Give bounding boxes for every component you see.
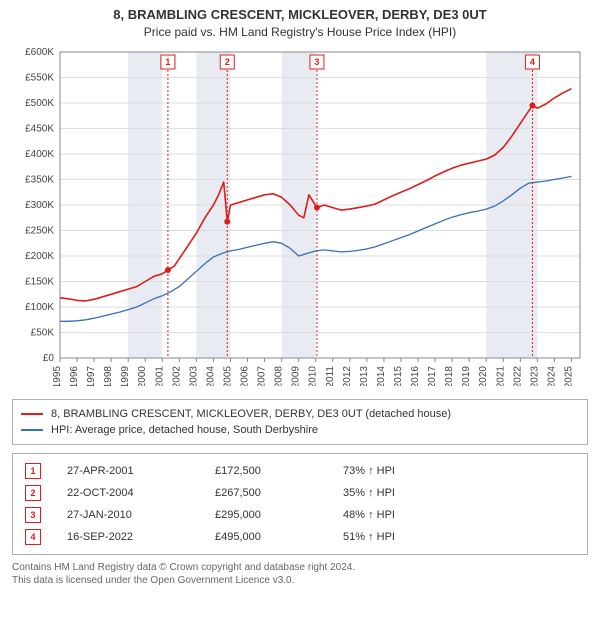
event-price: £172,500 <box>211 460 339 482</box>
svg-text:2012: 2012 <box>342 365 353 385</box>
event-price: £295,000 <box>211 504 339 526</box>
svg-text:2006: 2006 <box>240 365 251 385</box>
svg-text:£500K: £500K <box>25 98 54 109</box>
chart-title-block: 8, BRAMBLING CRESCENT, MICKLEOVER, DERBY… <box>0 0 600 40</box>
events-table: 1 27-APR-2001£172,50073% ↑ HPI 2 22-OCT-200… <box>12 453 588 555</box>
legend: 8, BRAMBLING CRESCENT, MICKLEOVER, DERBY… <box>12 399 588 445</box>
svg-text:£400K: £400K <box>25 149 54 160</box>
chart-svg: £0 £50K £100K £150K £200K £250K £300K £350K £400… <box>12 46 588 386</box>
svg-text:£200K: £200K <box>25 251 54 262</box>
svg-text:£300K: £300K <box>25 200 54 211</box>
svg-text:£600K: £600K <box>25 47 54 58</box>
svg-text:2016: 2016 <box>410 365 421 385</box>
svg-text:£550K: £550K <box>25 72 54 83</box>
svg-text:2015: 2015 <box>393 365 404 385</box>
svg-text:£0: £0 <box>43 353 55 364</box>
event-price: £495,000 <box>211 526 339 548</box>
svg-text:2021: 2021 <box>495 365 506 385</box>
svg-text:2014: 2014 <box>376 365 387 385</box>
legend-item: HPI: Average price, detached house, Sout… <box>21 422 579 438</box>
event-delta: 48% ↑ HPI <box>339 504 579 526</box>
event-marker-icon: 1 <box>25 463 41 479</box>
event-row: 2 22-OCT-2004£267,50035% ↑ HPI <box>21 482 579 504</box>
svg-text:1: 1 <box>165 57 170 67</box>
event-row: 1 27-APR-2001£172,50073% ↑ HPI <box>21 460 579 482</box>
event-date: 27-APR-2001 <box>63 460 211 482</box>
legend-label: 8, BRAMBLING CRESCENT, MICKLEOVER, DERBY… <box>51 408 451 420</box>
legend-label: HPI: Average price, detached house, Sout… <box>51 424 318 436</box>
svg-text:2024: 2024 <box>546 365 557 385</box>
svg-text:2009: 2009 <box>291 365 302 385</box>
event-price: £267,500 <box>211 482 339 504</box>
event-date: 27-JAN-2010 <box>63 504 211 526</box>
svg-text:2000: 2000 <box>137 365 148 385</box>
svg-text:1999: 1999 <box>120 365 131 385</box>
svg-text:1998: 1998 <box>103 365 114 385</box>
svg-text:2: 2 <box>225 57 230 67</box>
svg-text:1995: 1995 <box>52 365 63 385</box>
event-marker-icon: 3 <box>25 507 41 523</box>
svg-text:4: 4 <box>530 57 535 67</box>
svg-text:2023: 2023 <box>529 365 540 385</box>
svg-text:2010: 2010 <box>308 365 319 385</box>
legend-swatch <box>21 413 43 415</box>
svg-text:2020: 2020 <box>478 365 489 385</box>
svg-text:2007: 2007 <box>257 365 268 385</box>
svg-text:1997: 1997 <box>86 365 97 385</box>
svg-text:3: 3 <box>314 57 319 67</box>
event-row: 4 16-SEP-2022£495,00051% ↑ HPI <box>21 526 579 548</box>
svg-text:2019: 2019 <box>461 365 472 385</box>
event-marker-icon: 4 <box>25 529 41 545</box>
svg-text:2018: 2018 <box>444 365 455 385</box>
title-line-2: Price paid vs. HM Land Registry's House … <box>0 24 600 40</box>
svg-text:2005: 2005 <box>222 365 233 385</box>
svg-text:2003: 2003 <box>188 365 199 385</box>
license-line-2: This data is licensed under the Open Gov… <box>12 574 588 588</box>
event-delta: 73% ↑ HPI <box>339 460 579 482</box>
event-delta: 35% ↑ HPI <box>339 482 579 504</box>
legend-swatch <box>21 429 43 431</box>
svg-text:£50K: £50K <box>31 327 55 338</box>
chart-area: £0 £50K £100K £150K £200K £250K £300K £350K £400… <box>12 46 588 391</box>
license-line-1: Contains HM Land Registry data © Crown c… <box>12 561 588 575</box>
svg-text:£100K: £100K <box>25 302 54 313</box>
svg-text:2001: 2001 <box>154 365 165 385</box>
event-date: 22-OCT-2004 <box>63 482 211 504</box>
svg-text:£350K: £350K <box>25 174 54 185</box>
svg-text:2017: 2017 <box>427 365 438 385</box>
svg-text:2025: 2025 <box>563 365 574 385</box>
legend-item: 8, BRAMBLING CRESCENT, MICKLEOVER, DERBY… <box>21 406 579 422</box>
event-delta: 51% ↑ HPI <box>339 526 579 548</box>
svg-text:£150K: £150K <box>25 276 54 287</box>
license-text: Contains HM Land Registry data © Crown c… <box>12 561 588 588</box>
svg-text:2004: 2004 <box>205 365 216 385</box>
event-row: 3 27-JAN-2010£295,00048% ↑ HPI <box>21 504 579 526</box>
svg-text:1996: 1996 <box>69 365 80 385</box>
svg-text:£450K: £450K <box>25 123 54 134</box>
event-marker-icon: 2 <box>25 485 41 501</box>
svg-text:2002: 2002 <box>171 365 182 385</box>
svg-text:2008: 2008 <box>274 365 285 385</box>
event-date: 16-SEP-2022 <box>63 526 211 548</box>
svg-text:2013: 2013 <box>359 365 370 385</box>
svg-text:£250K: £250K <box>25 225 54 236</box>
title-line-1: 8, BRAMBLING CRESCENT, MICKLEOVER, DERBY… <box>0 6 600 24</box>
svg-text:2022: 2022 <box>512 365 523 385</box>
svg-text:2011: 2011 <box>325 365 336 385</box>
